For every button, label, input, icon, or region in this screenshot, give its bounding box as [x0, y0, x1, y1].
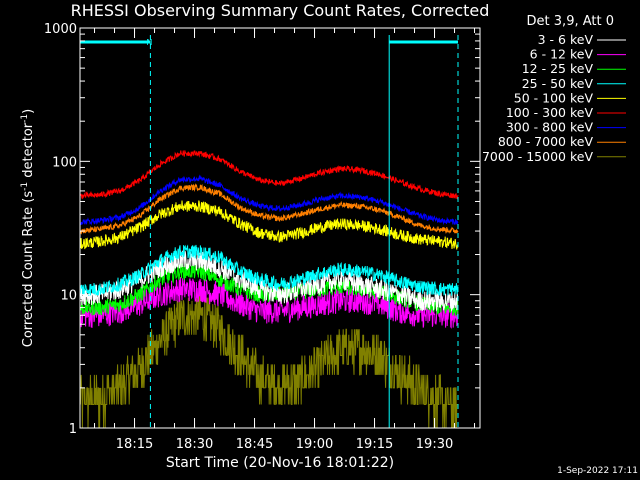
y-tick-label: 100: [52, 155, 77, 170]
legend-label: 7000 - 15000 keV: [482, 149, 593, 164]
x-tick-label: 19:15: [356, 437, 393, 452]
legend-header: Det 3,9, Att 0: [527, 14, 614, 29]
x-tick-label: 18:30: [176, 437, 213, 452]
series-line-1: [79, 250, 459, 312]
legend-label: 300 - 800 keV: [506, 120, 594, 135]
legend-label: 12 - 25 keV: [522, 61, 594, 76]
y-tick-label: 1000: [44, 22, 77, 37]
legend-label: 800 - 7000 keV: [498, 134, 594, 149]
y-axis-label-exp2: -1: [20, 114, 30, 123]
series-line-2: [79, 277, 459, 329]
series-line-8: [79, 183, 459, 235]
chart-title: RHESSI Observing Summary Count Rates, Co…: [71, 1, 490, 20]
y-axis-label-mid: detector: [21, 122, 36, 182]
x-tick-label: 19:00: [296, 437, 333, 452]
legend-label: 6 - 12 keV: [530, 47, 594, 62]
series-line-3: [79, 262, 459, 318]
y-tick-label: 10: [60, 289, 77, 304]
series-line-9: [79, 291, 458, 429]
x-axis-label: Start Time (20-Nov-16 18:01:22): [166, 455, 394, 471]
series-line-4: [79, 244, 459, 297]
series-line-7: [79, 174, 459, 226]
legend-label: 25 - 50 keV: [522, 76, 594, 91]
legend-label: 3 - 6 keV: [538, 32, 594, 47]
series-line-5: [79, 200, 459, 250]
legend-label: 100 - 300 keV: [506, 105, 594, 120]
legend-label: 50 - 100 keV: [514, 90, 594, 105]
x-tick-label: 19:30: [416, 437, 453, 452]
series-line-6: [79, 150, 459, 200]
x-tick-label: 18:45: [236, 437, 273, 452]
axis-layer: 1 10 100 1000 18:15 18:30 18:45 19:00 19:15 19:30: [44, 22, 480, 452]
y-axis-label-end: ): [21, 109, 36, 114]
x-tick-label: 18:15: [116, 437, 153, 452]
series-layer: [79, 150, 459, 429]
footer-timestamp: 1-Sep-2022 17:11: [557, 466, 638, 476]
y-axis-label-main: Corrected Count Rate (s: [21, 191, 36, 348]
plot-frame: [79, 27, 481, 429]
y-tick-label: 1: [69, 422, 77, 437]
night-label: N: [146, 38, 152, 47]
y-axis-label: Corrected Count Rate (s-1 detector-1): [20, 109, 36, 347]
y-axis-label-exp1: -1: [20, 182, 30, 191]
